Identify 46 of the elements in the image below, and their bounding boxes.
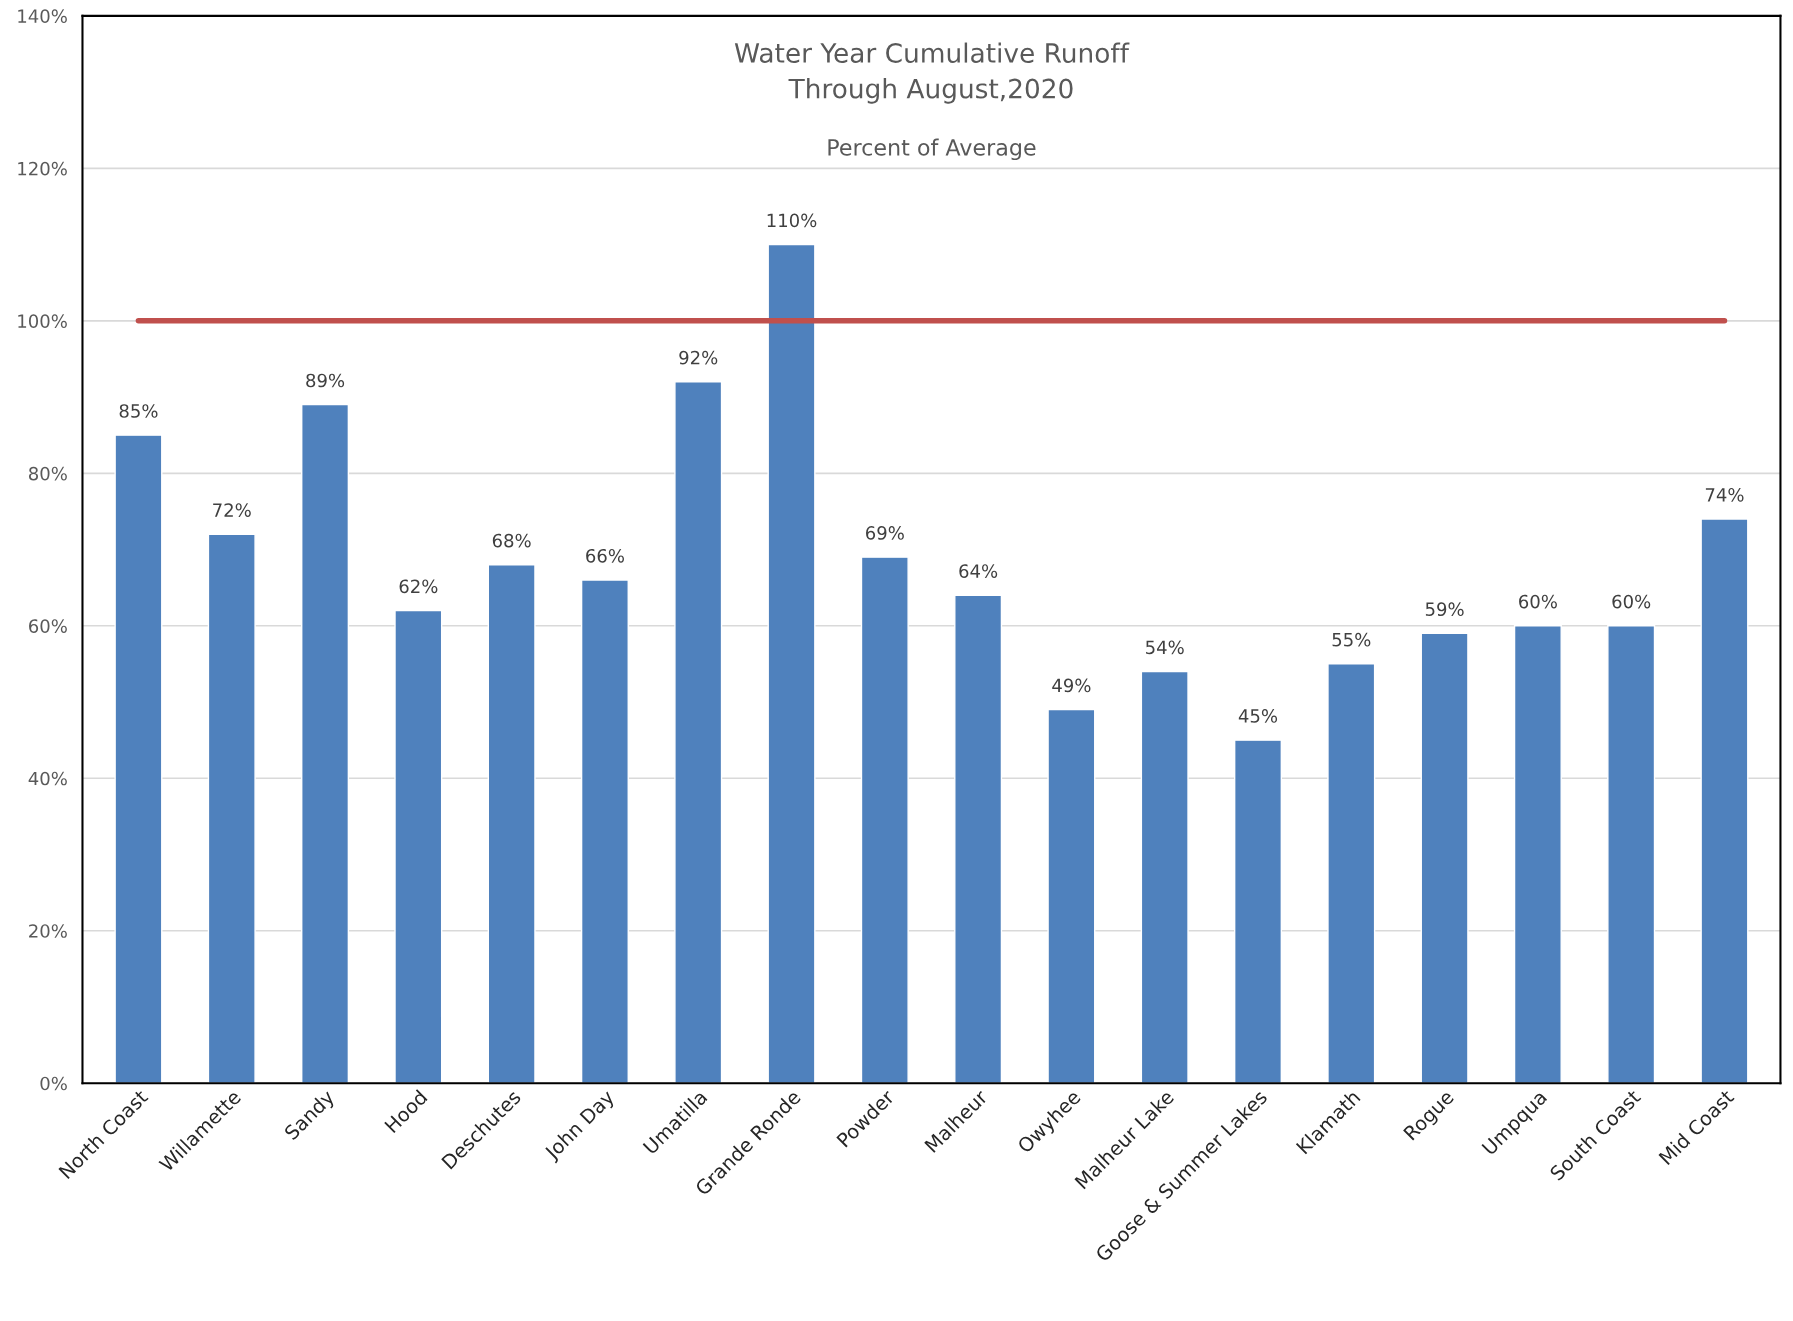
bar [394,609,443,1084]
y-tick-label: 100% [18,314,67,328]
data-label: 85% [119,404,158,418]
y-tick-label: 40% [28,771,67,786]
bar [1513,625,1562,1084]
data-label: 49% [1052,678,1091,693]
bar [114,434,163,1084]
y-tick-label: 0% [40,1076,67,1091]
bar [954,594,1003,1084]
y-tick-label: 120% [18,161,67,176]
data-label: 54% [1146,640,1184,655]
bar [674,381,723,1084]
data-label: 64% [959,564,998,578]
data-label: 59% [1425,602,1464,617]
data-label: 92% [679,350,718,365]
data-label: 45% [1238,709,1278,723]
bar [1047,708,1096,1084]
y-tick-label: 60% [29,619,67,633]
y-tick-label: 140% [18,9,67,23]
data-label: 66% [586,548,624,563]
data-label: 72% [213,503,251,517]
bar [767,243,816,1084]
data-label: 74% [1705,488,1744,502]
bar [1420,632,1469,1084]
data-label: 89% [306,373,345,388]
bar [487,564,536,1084]
text: Percent of Average [828,138,1036,161]
bar [580,579,629,1084]
bar [860,556,909,1084]
bar [1607,625,1656,1084]
data-label: 60% [1612,594,1651,609]
data-label: 55% [1332,632,1371,647]
data-label: 110% [767,213,817,228]
y-tick-label: 20% [29,924,67,938]
bar [1233,739,1283,1084]
bar [1140,670,1189,1084]
text: Water Year Cumulative Runoff Through August,2020 [734,42,1130,104]
y-tick-label: 80% [28,466,67,481]
bar [1700,518,1749,1084]
data-label: 62% [399,579,438,594]
bar [1327,663,1376,1084]
data-label: 69% [866,526,904,540]
data-label: 68% [492,533,531,548]
bar [207,533,256,1084]
data-label: 60% [1519,594,1557,609]
bar [301,403,350,1084]
